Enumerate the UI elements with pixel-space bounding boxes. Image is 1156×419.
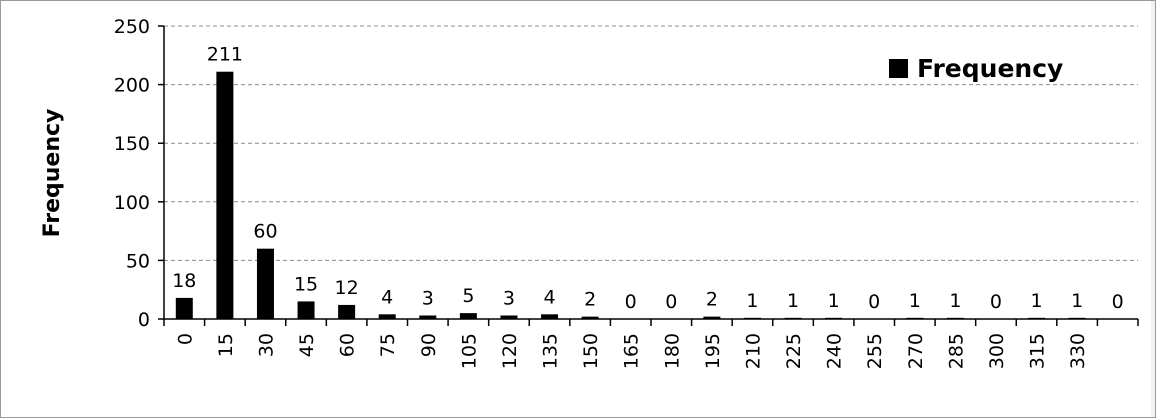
y-tick-label-0: 0 [138, 309, 150, 331]
x-tick-label-0: 0 [174, 333, 196, 345]
x-tick-label-300: 300 [986, 333, 1008, 369]
bars [175, 71, 1086, 319]
data-label-240: 1 [828, 290, 840, 312]
y-tick-label-100: 100 [114, 192, 150, 214]
bar-195 [703, 316, 721, 319]
data-label-105: 5 [462, 285, 474, 307]
x-tick-label-60: 60 [337, 333, 359, 357]
x-tick-label-195: 195 [702, 333, 724, 369]
x-tick-label-15: 15 [215, 333, 237, 357]
data-label-150: 2 [584, 289, 596, 311]
x-tick-label-225: 225 [783, 333, 805, 369]
data-label-75: 4 [381, 286, 393, 308]
gridlines [164, 25, 1138, 261]
x-tick-label-270: 270 [905, 333, 927, 369]
data-label-180: 0 [665, 291, 677, 313]
x-tick-label-330: 330 [1067, 333, 1089, 369]
data-label-315: 1 [1030, 290, 1042, 312]
x-tick-label-285: 285 [945, 333, 967, 369]
data-label-45: 15 [294, 273, 318, 295]
y-axis-title: Frequency [40, 109, 65, 238]
legend: Frequency [889, 54, 1063, 83]
axes [158, 25, 1139, 326]
x-tick-label-150: 150 [580, 333, 602, 369]
data-label-300: 0 [990, 291, 1002, 313]
x-tick-labels: 0 15 30 45 60 75 90 105 120 135 150 165 180 195 210 225… [174, 333, 1089, 369]
data-label-270: 1 [909, 290, 921, 312]
data-label-210: 1 [746, 290, 758, 312]
data-label-120: 3 [503, 287, 515, 309]
bar-0 [175, 297, 193, 319]
x-tick-label-45: 45 [296, 333, 318, 357]
x-tick-label-165: 165 [621, 333, 643, 369]
x-tick-label-210: 210 [742, 333, 764, 369]
bar-30 [256, 248, 274, 319]
data-label-90: 3 [422, 287, 434, 309]
data-label-60: 12 [335, 277, 359, 299]
bar-150 [581, 316, 599, 319]
data-label-15: 211 [207, 44, 243, 66]
bar-15 [216, 71, 234, 319]
y-tick-label-200: 200 [114, 75, 150, 97]
bar-45 [297, 301, 315, 319]
data-label-285: 1 [949, 290, 961, 312]
bar-75 [378, 314, 396, 319]
x-tick-label-90: 90 [418, 333, 440, 357]
x-tick-label-135: 135 [540, 333, 562, 369]
data-label-255: 0 [868, 291, 880, 313]
data-label-165: 0 [625, 291, 637, 313]
y-tick-label-150: 150 [114, 133, 150, 155]
y-tick-label-250: 250 [114, 16, 150, 38]
x-tick-label-240: 240 [824, 333, 846, 369]
legend-swatch [889, 59, 908, 78]
x-tick-label-30: 30 [255, 333, 277, 357]
data-label-30: 60 [253, 221, 277, 243]
data-label-225: 1 [787, 290, 799, 312]
data-label-135: 4 [543, 286, 555, 308]
x-tick-label-105: 105 [458, 333, 480, 369]
x-tick-label-120: 120 [499, 333, 521, 369]
x-tick-label-180: 180 [661, 333, 683, 369]
bar-90 [419, 315, 437, 319]
bar-105 [459, 313, 477, 319]
y-tick-label-50: 50 [126, 250, 150, 272]
data-label-330: 1 [1071, 290, 1083, 312]
data-label-195: 2 [706, 289, 718, 311]
data-label-0: 18 [172, 270, 196, 292]
x-tick-label-75: 75 [377, 333, 399, 357]
x-tick-label-315: 315 [1027, 333, 1049, 369]
bar-120 [500, 315, 518, 319]
legend-label-frequency: Frequency [917, 54, 1063, 83]
y-tick-labels: 0 50 100 150 200 250 [114, 16, 150, 331]
bar-60 [338, 304, 356, 319]
bar-135 [541, 314, 559, 319]
x-tick-label-255: 255 [864, 333, 886, 369]
data-label-last: 0 [1112, 291, 1124, 313]
